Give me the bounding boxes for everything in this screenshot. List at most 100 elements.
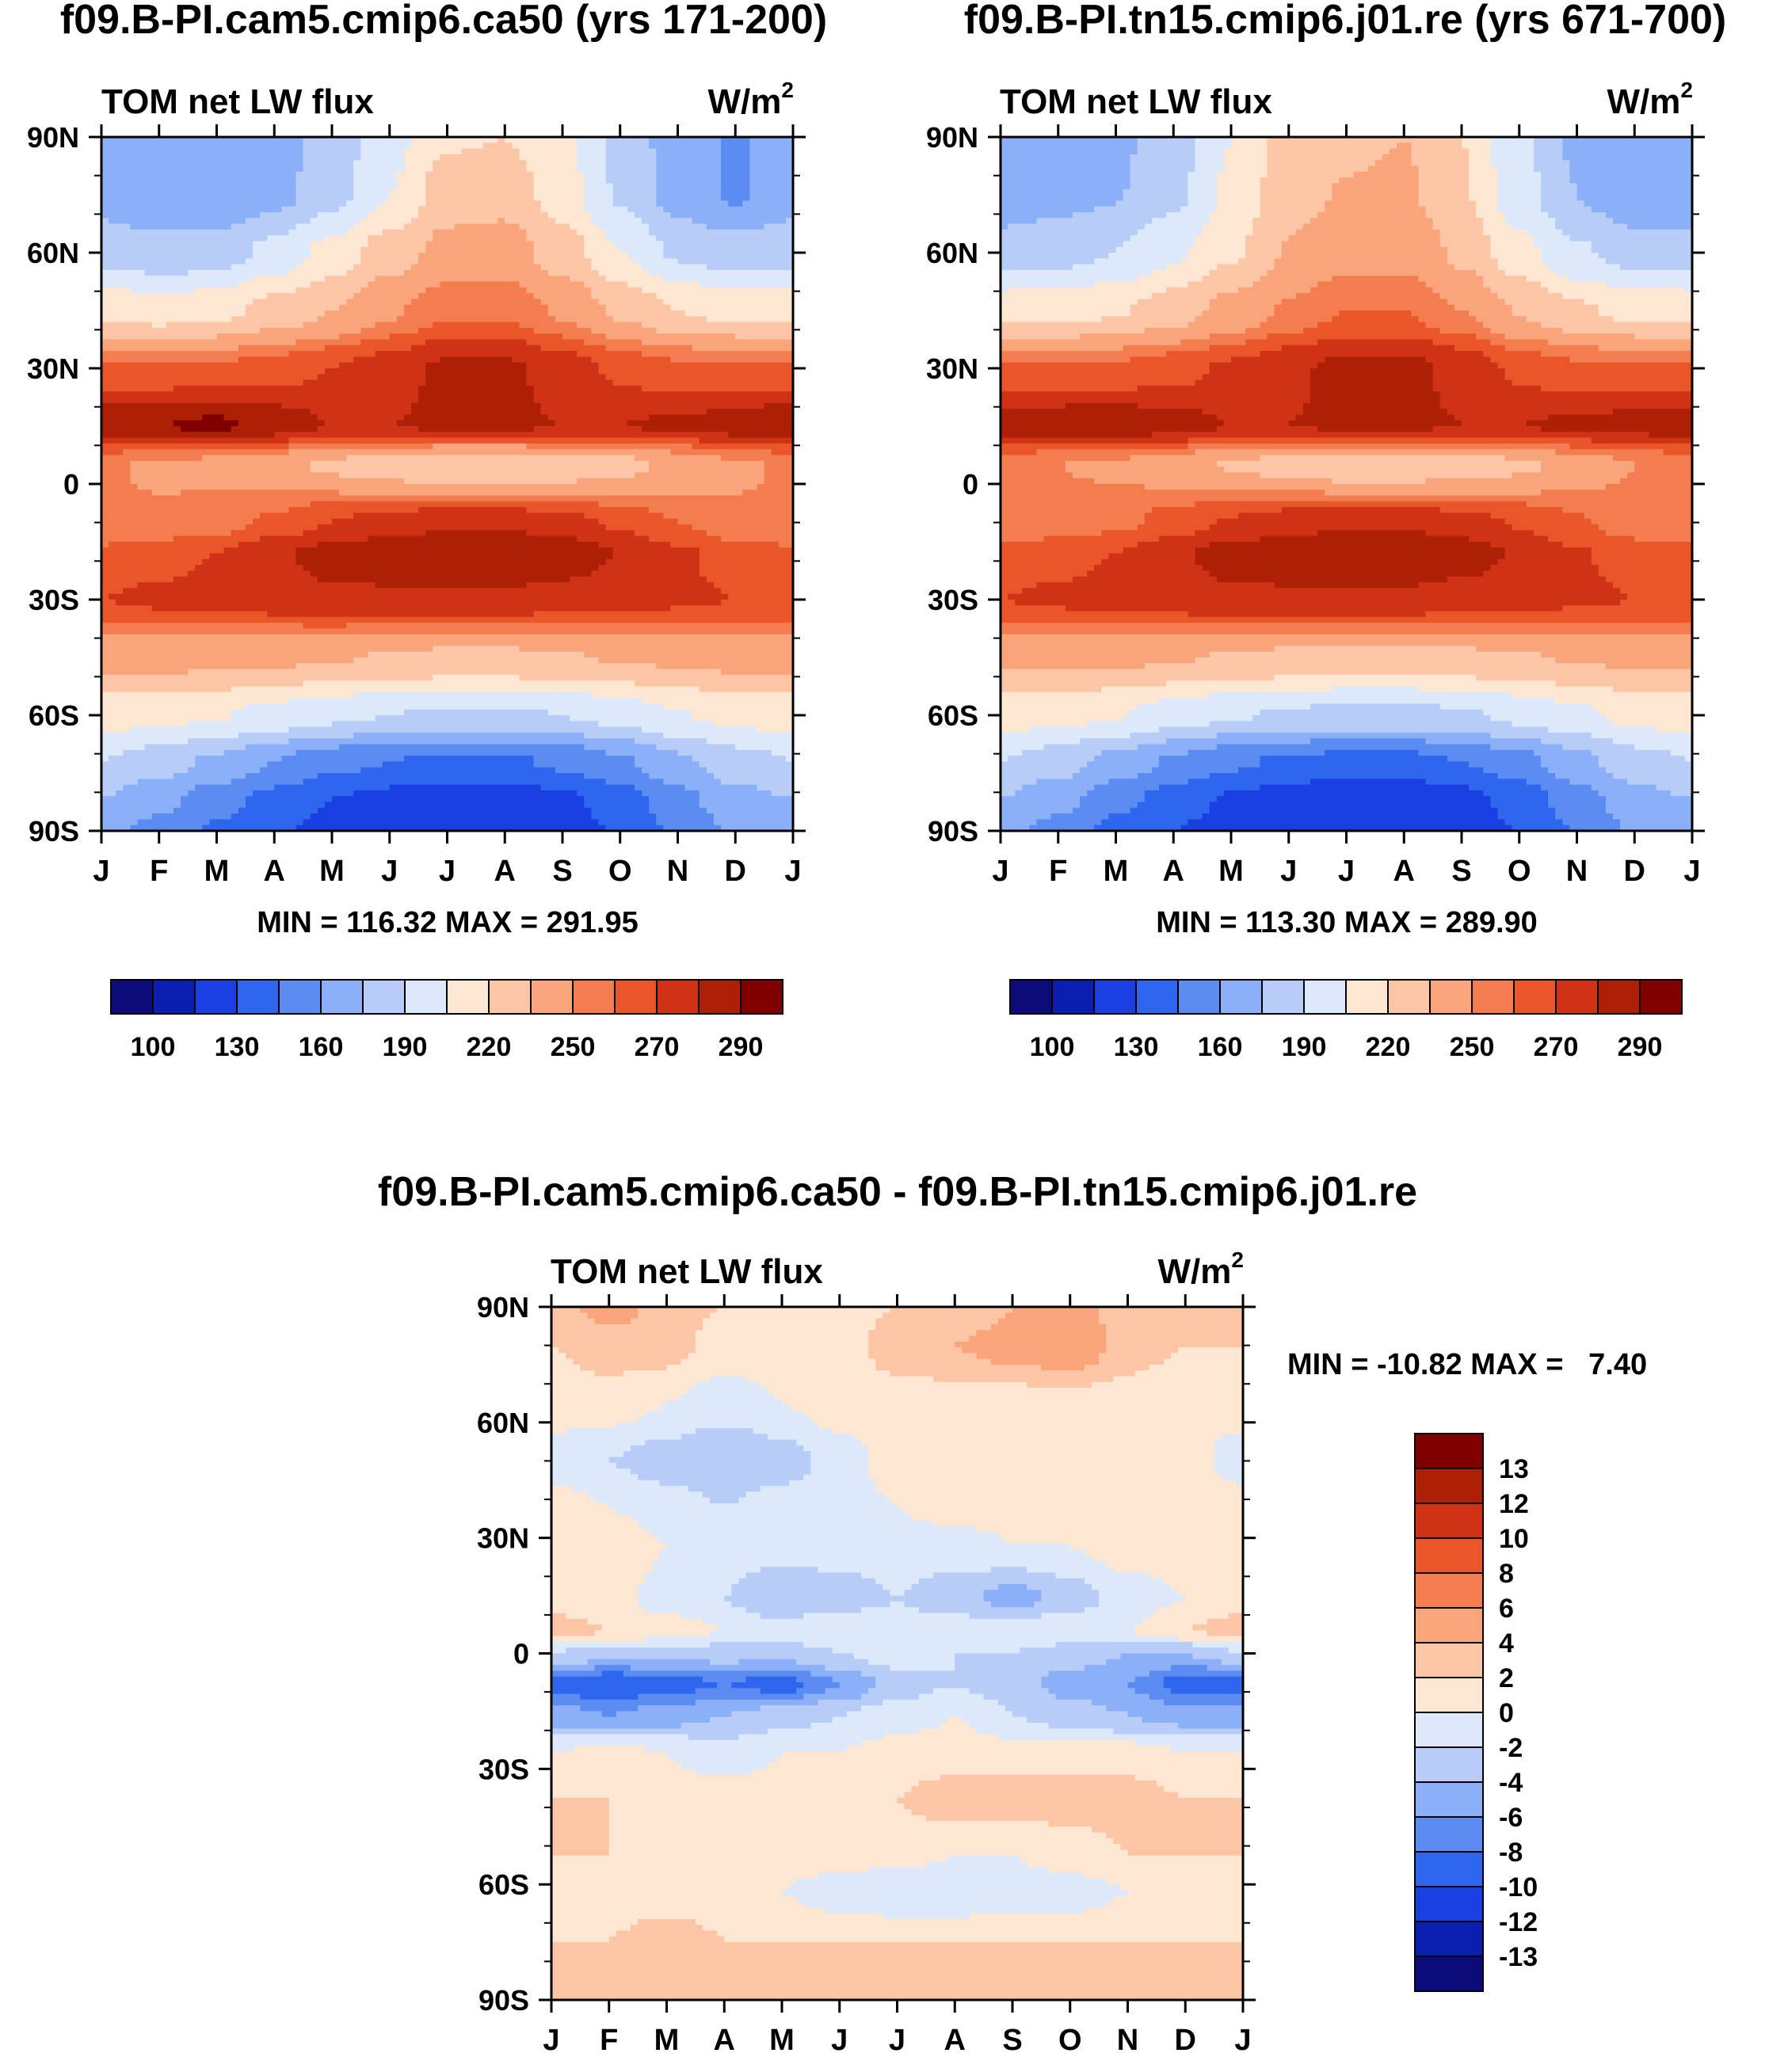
difference-panel-contour-cell — [1171, 1746, 1243, 1753]
left-panel-contour-cell — [433, 646, 520, 653]
left-panel-contour-cell — [231, 715, 376, 722]
left-panel-contour-cell — [101, 703, 246, 710]
right-panel-contour-cell — [1425, 322, 1484, 329]
left-panel-contour-cell — [505, 218, 556, 225]
right-panel-contour-cell — [1418, 171, 1470, 178]
left-panel-contour-cell — [728, 200, 743, 208]
right-panel-contour-cell — [1418, 200, 1477, 208]
left-panel-contour-cell — [368, 651, 585, 658]
right-panel-contour-cell — [1209, 368, 1311, 375]
difference-panel-contour-cell — [760, 1381, 1027, 1388]
left-panel-contour-cell — [764, 402, 793, 409]
difference-panel-contour-cell — [1178, 1347, 1243, 1354]
difference-panel-contour-cell — [1041, 1590, 1100, 1597]
left-panel-contour-cell — [389, 195, 426, 201]
right-panel-contour-cell — [1332, 189, 1420, 196]
difference-panel-contour-cell — [1127, 1890, 1243, 1897]
left-panel-contour-cell — [101, 211, 261, 219]
left-panel-contour-cell — [382, 200, 426, 208]
difference-panel-contour-cell — [890, 1665, 955, 1671]
difference-panel-contour-cell — [702, 1491, 747, 1499]
difference-panel-contour-cell — [861, 1607, 920, 1614]
difference-panel-contour-cell — [608, 1838, 1114, 1845]
left-panel-contour-cell — [368, 535, 578, 543]
left-panel-contour-cell — [598, 223, 650, 230]
left-panel-contour-cell — [288, 726, 642, 733]
left-panel-contour-cell — [317, 524, 607, 531]
right-panel-contour-cell — [1252, 281, 1318, 288]
left-panel-contour-cell — [101, 668, 189, 676]
difference-panel-contour-cell — [710, 1312, 883, 1320]
left-panel-contour-cell — [324, 420, 398, 427]
right-panel-contour-cell — [1555, 698, 1692, 704]
right-panel-contour-cell — [1512, 310, 1599, 317]
left-panel-contour-cell — [627, 253, 664, 259]
left-panel-contour-cell — [353, 160, 405, 167]
right-panel-contour-cell — [1260, 183, 1332, 190]
left-panel-contour-cell — [721, 148, 751, 155]
difference-panel-contour-cell — [1214, 1439, 1243, 1446]
right-panel-contour-cell — [1541, 200, 1585, 208]
left-panel-contour-cell — [699, 547, 793, 554]
difference-panel-contour-cell — [861, 1670, 1050, 1678]
right-panel-contour-cell — [1541, 489, 1692, 497]
left-panel-contour-cell — [101, 269, 146, 276]
right-panel-contour-cell — [1137, 299, 1210, 306]
right-panel-contour-cell — [1072, 773, 1138, 779]
right-panel-contour-cell — [1317, 211, 1427, 219]
difference-panel-contour-cell — [551, 1439, 646, 1446]
left-panel-contour-cell — [677, 749, 772, 756]
difference-panel-contour-cell — [918, 1780, 1157, 1787]
left-panel-contour-cell — [656, 293, 793, 299]
left-panel-contour-cell — [252, 253, 311, 259]
left-panel-y-tick-label: 60S — [29, 699, 79, 732]
left-panel-contour-cell — [612, 183, 657, 190]
right-panel-contour-cell — [1332, 478, 1427, 485]
difference-panel-contour-cell — [767, 1434, 855, 1441]
left-panel-contour-cell — [533, 241, 585, 248]
left-panel-contour-cell — [223, 414, 318, 421]
left-panel-contour-cell — [634, 680, 793, 687]
left-panel-contour-cell — [109, 218, 246, 225]
difference-panel-colorbar-swatch — [1414, 1607, 1484, 1644]
left-panel-contour-cell — [310, 281, 369, 288]
right-panel-contour-cell — [1620, 588, 1692, 595]
left-panel-contour-cell — [101, 663, 297, 670]
left-panel-contour-cell — [403, 269, 549, 276]
difference-panel-contour-cell — [1134, 1739, 1243, 1746]
left-panel-contour-cell — [670, 449, 772, 456]
left-panel-contour-cell — [101, 611, 268, 618]
difference-panel-contour-cell — [904, 1803, 1243, 1810]
right-panel-contour-cell — [1001, 796, 1081, 803]
left-panel-contour-cell — [137, 779, 232, 786]
difference-panel-contour-cell — [997, 1532, 1243, 1539]
difference-panel-contour-cell — [551, 1925, 631, 1932]
right-panel-contour-cell — [1497, 177, 1542, 184]
left-panel-contour-cell — [101, 773, 174, 779]
difference-panel-contour-cell — [731, 1590, 890, 1597]
right-panel-contour-cell — [1612, 738, 1692, 745]
difference-panel-colorbar-swatch — [1414, 1851, 1484, 1887]
difference-panel-contour-cell — [1228, 1647, 1243, 1655]
left-panel-contour-cell — [656, 200, 729, 208]
difference-panel-contour-cell — [551, 1370, 596, 1377]
left-panel-contour-cell — [101, 402, 282, 409]
left-panel-contour-cell — [101, 715, 232, 722]
left-panel-contour-cell — [519, 148, 578, 155]
difference-panel-contour-cell — [710, 1497, 740, 1504]
right-panel-contour-cell — [1001, 819, 1038, 826]
right-panel-contour-cell — [1425, 211, 1477, 219]
difference-panel-contour-cell — [551, 1486, 574, 1492]
left-panel-contour-cell — [540, 402, 765, 409]
left-panel-contour-cell — [706, 530, 793, 537]
difference-panel-contour-cell — [638, 1918, 696, 1925]
left-panel-contour-cell — [101, 276, 254, 283]
difference-panel-contour-cell — [551, 1595, 639, 1602]
right-panel-contour-cell — [1188, 189, 1218, 196]
difference-panel-contour-cell — [551, 1613, 566, 1620]
right-panel-contour-cell — [1490, 160, 1534, 167]
right-panel-contour-cell — [1101, 558, 1196, 566]
left-panel-x-tick-label: J — [439, 855, 456, 888]
difference-panel-contour-cell — [631, 1468, 811, 1476]
difference-panel-contour-cell — [875, 1364, 1042, 1371]
